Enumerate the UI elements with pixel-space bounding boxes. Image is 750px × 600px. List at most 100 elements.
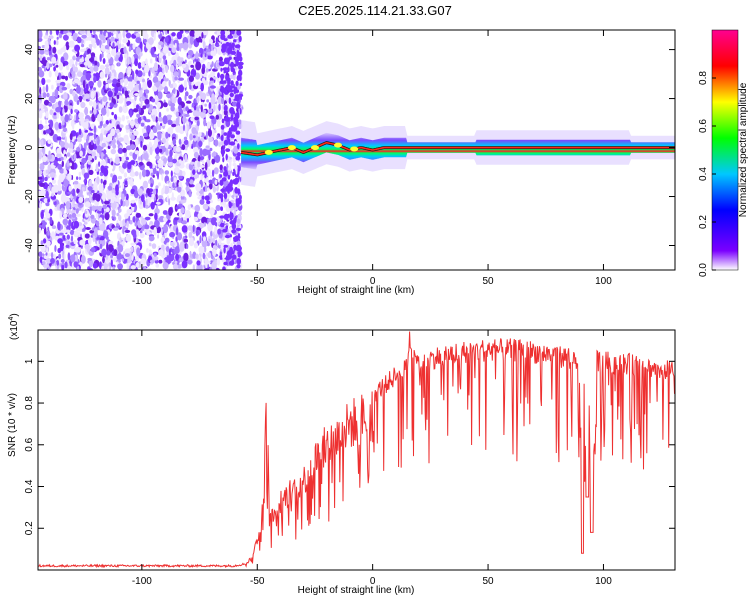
noise-blob (204, 195, 210, 201)
noise-blob (54, 89, 59, 98)
noise-blob (230, 50, 237, 55)
noise-blob (66, 152, 71, 157)
noise-blob (102, 204, 107, 210)
noise-blob (229, 234, 232, 238)
noise-blob (106, 193, 112, 200)
colorbar-label: Normalized spectral amplitude (738, 82, 749, 217)
noise-blob (129, 151, 134, 157)
noise-blob (158, 71, 164, 80)
noise-blob (96, 236, 100, 240)
noise-blob (135, 33, 141, 37)
noise-blob (217, 72, 220, 79)
noise-blob (154, 95, 158, 103)
noise-blob (55, 61, 58, 66)
noise-blob (73, 78, 80, 84)
noise-blob (48, 102, 53, 107)
noise-blob (186, 259, 193, 265)
signal-haze (241, 120, 675, 187)
noise-blob (55, 30, 59, 36)
noise-blob (144, 98, 150, 105)
noise-blob (47, 226, 50, 232)
noise-blob (60, 114, 64, 122)
noise-blob (220, 67, 223, 72)
noise-blob (233, 244, 237, 251)
noise-blob (77, 182, 82, 189)
noise-blob (121, 182, 125, 190)
noise-blob (145, 204, 149, 209)
noise-blob (124, 180, 128, 185)
noise-blob (236, 258, 242, 265)
chart_data.1.xticks-tick-label: 50 (482, 576, 494, 587)
noise-blob (135, 262, 140, 268)
noise-blob (165, 148, 169, 156)
noise-blob (175, 117, 180, 126)
noise-blob (173, 71, 179, 77)
noise-blob (146, 128, 149, 134)
noise-blob (58, 100, 62, 107)
noise-blob (74, 109, 79, 113)
noise-blob (88, 179, 92, 188)
noise-blob (93, 125, 97, 134)
noise-blob (220, 188, 226, 192)
noise-blob (155, 56, 158, 62)
noise-blob (171, 95, 174, 101)
noise-blob (111, 111, 114, 116)
noise-blob (84, 129, 88, 133)
noise-blob (203, 246, 207, 253)
noise-blob (122, 30, 126, 39)
noise-blob (142, 81, 148, 90)
noise-blob (169, 102, 176, 108)
noise-blob (142, 33, 149, 39)
noise-blob (200, 137, 204, 142)
noise-blob (124, 90, 129, 97)
chart_data.1.yticks-tick-label: 0.2 (24, 521, 35, 535)
noise-blob (115, 128, 120, 134)
noise-blob (216, 86, 220, 93)
noise-blob (159, 123, 163, 127)
noise-blob (175, 206, 180, 210)
noise-blob (130, 177, 133, 184)
noise-blob (200, 92, 207, 101)
noise-blob (182, 124, 186, 132)
noise-blob (202, 41, 206, 49)
spectrogram-frame (37, 29, 676, 271)
noise-blob (68, 185, 72, 192)
noise-blob (138, 161, 144, 166)
noise-blob (152, 126, 158, 134)
noise-blob (97, 139, 100, 146)
noise-blob (239, 56, 243, 62)
noise-blob (44, 67, 46, 72)
noise-blob (167, 161, 174, 167)
noise-blob (60, 47, 66, 53)
noise-blob (208, 136, 214, 143)
noise-blob (79, 239, 86, 246)
noise-blob (138, 88, 143, 98)
noise-blob (141, 128, 145, 132)
noise-blob (193, 242, 198, 249)
noise-blob (62, 108, 65, 115)
noise-blob (69, 132, 73, 141)
noise-blob (139, 51, 143, 57)
noise-blob (83, 179, 87, 183)
noise-blob (220, 85, 224, 90)
noise-blob (181, 63, 187, 68)
noise-blob (42, 264, 49, 268)
noise-blob (125, 248, 132, 252)
noise-blob (129, 98, 135, 103)
noise-blob (68, 40, 75, 48)
noise-blob (107, 185, 113, 191)
noise-blob (183, 136, 188, 141)
noise-blob (104, 66, 110, 76)
noise-blob (38, 251, 43, 257)
noise-blob (152, 167, 157, 175)
bottom-y-axis: 0.2 0.4 0.6 0.8 1 (24, 358, 675, 535)
noise-blob (155, 263, 160, 268)
noise-blob (141, 153, 144, 160)
noise-blob (47, 198, 50, 203)
noise-blob (92, 235, 96, 243)
noise-blob (162, 210, 168, 215)
noise-blob (60, 259, 65, 263)
noise-blob (216, 46, 223, 55)
noise-blob (98, 217, 103, 225)
noise-blob (69, 88, 74, 95)
